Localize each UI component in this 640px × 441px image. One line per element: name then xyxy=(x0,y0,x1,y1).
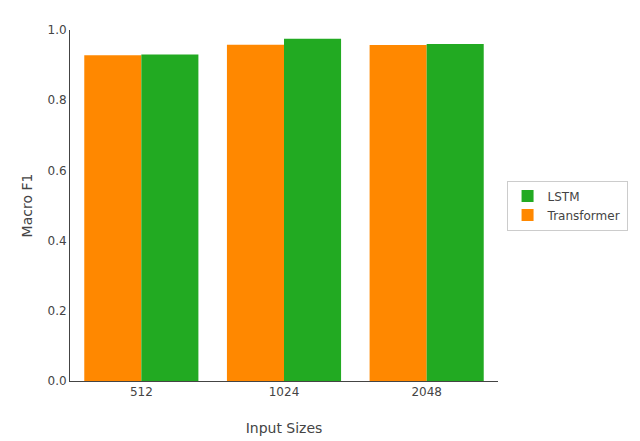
svg-text:Transformer: Transformer xyxy=(547,209,620,223)
svg-text:2048: 2048 xyxy=(411,385,442,399)
svg-text:0.8: 0.8 xyxy=(48,93,67,107)
svg-text:0.0: 0.0 xyxy=(48,374,67,388)
svg-text:0.2: 0.2 xyxy=(48,304,67,318)
svg-text:1.0: 1.0 xyxy=(48,23,67,37)
svg-text:Macro F1: Macro F1 xyxy=(19,174,35,238)
svg-text:Input Sizes: Input Sizes xyxy=(246,420,323,436)
svg-text:512: 512 xyxy=(130,385,153,399)
svg-text:1024: 1024 xyxy=(269,385,300,399)
svg-text:0.4: 0.4 xyxy=(48,234,67,248)
svg-text:LSTM: LSTM xyxy=(548,190,580,204)
svg-text:0.6: 0.6 xyxy=(48,164,67,178)
